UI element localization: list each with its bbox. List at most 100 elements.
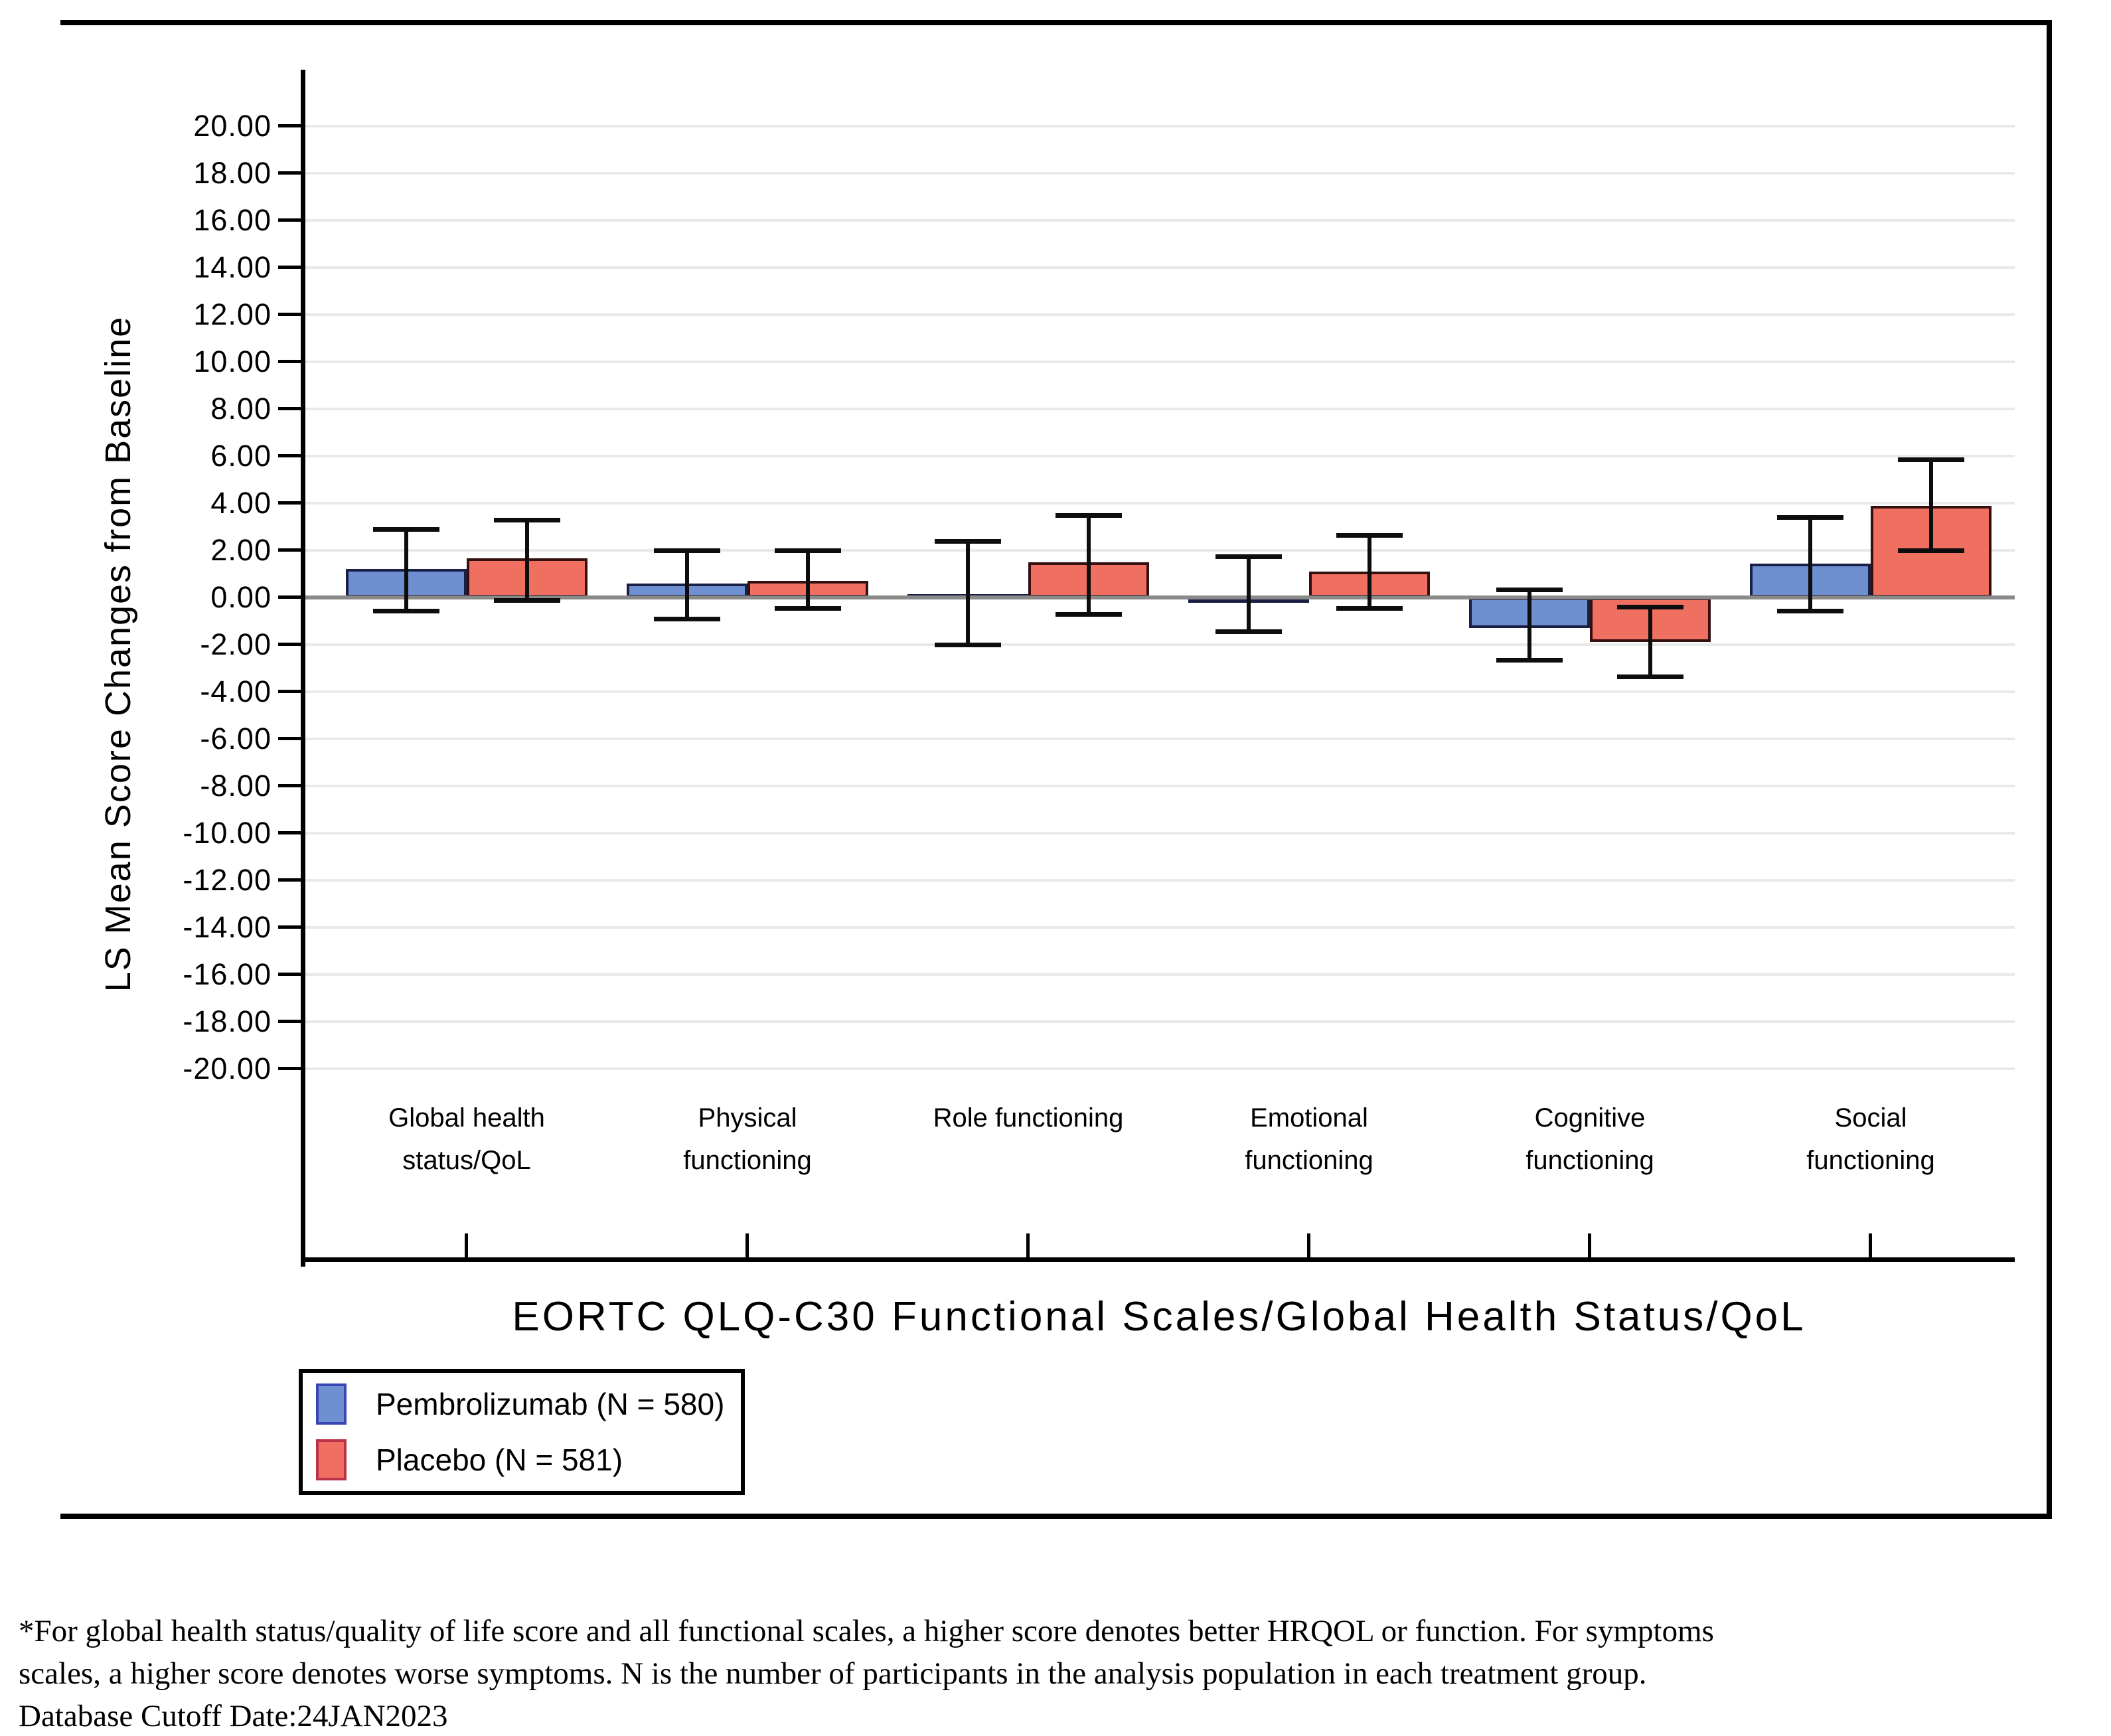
- error-bar-line-pembrolizumab-social-functioning: [1808, 517, 1812, 611]
- gridline: [303, 1067, 2015, 1070]
- gridline: [303, 219, 2015, 222]
- error-bar-cap-bottom-placebo-role-functioning: [1056, 611, 1122, 617]
- y-tick-label: -8.00: [200, 769, 272, 803]
- x-axis-line: [301, 1257, 2015, 1262]
- x-axis-title: EORTC QLQ-C30 Functional Scales/Global H…: [512, 1294, 1806, 1340]
- y-tick-label: -12.00: [183, 863, 272, 897]
- gridline: [303, 502, 2015, 505]
- y-tick-label: -4.00: [200, 674, 272, 708]
- error-bar-line-placebo-social-functioning: [1929, 459, 1933, 550]
- x-axis-tick: [1026, 1233, 1030, 1260]
- y-axis-tick: [278, 360, 303, 363]
- y-axis-tick: [278, 1020, 303, 1023]
- error-bar-cap-top-pembrolizumab-global-health-status-qol: [373, 527, 439, 532]
- gridline: [303, 408, 2015, 410]
- y-axis-tick: [278, 548, 303, 552]
- error-bar-cap-bottom-placebo-emotional-functioning: [1336, 605, 1403, 611]
- error-bar-line-placebo-physical-functioning: [806, 550, 810, 608]
- error-bar-line-pembrolizumab-emotional-functioning: [1247, 556, 1251, 632]
- gridline: [303, 926, 2015, 929]
- error-bar-cap-bottom-pembrolizumab-cognitive-functioning: [1496, 658, 1563, 663]
- x-axis-tick: [1307, 1233, 1310, 1260]
- x-axis-tick: [1588, 1233, 1591, 1260]
- y-tick-label: -16.00: [183, 957, 272, 991]
- y-axis-tick: [278, 266, 303, 269]
- y-tick-label: 0.00: [210, 580, 272, 614]
- gridline: [303, 785, 2015, 787]
- gridline: [303, 125, 2015, 127]
- frame-bottom: [60, 1514, 2052, 1519]
- y-axis-title: LS Mean Score Changes from Baseline: [98, 315, 138, 992]
- gridline: [303, 313, 2015, 316]
- error-bar-cap-top-placebo-global-health-status-qol: [494, 517, 560, 522]
- error-bar-line-placebo-cognitive-functioning: [1648, 607, 1652, 676]
- y-axis-tick: [278, 831, 303, 834]
- gridline: [303, 690, 2015, 693]
- y-tick-label: -6.00: [200, 722, 272, 755]
- gridline: [303, 643, 2015, 646]
- y-axis-tick: [278, 313, 303, 316]
- footnote-line-2: scales, a higher score denotes worse sym…: [19, 1656, 1647, 1691]
- error-bar-cap-bottom-pembrolizumab-role-functioning: [935, 643, 1001, 647]
- x-axis-tick: [745, 1233, 749, 1260]
- y-tick-label: 14.00: [193, 250, 272, 284]
- y-tick-label: -20.00: [183, 1052, 272, 1085]
- legend-item-pembrolizumab: Pembrolizumab (N = 580): [316, 1383, 741, 1425]
- y-axis-line: [301, 70, 305, 1267]
- gridline: [303, 455, 2015, 457]
- error-bar-cap-bottom-pembrolizumab-social-functioning: [1777, 608, 1843, 613]
- y-tick-label: 2.00: [210, 533, 272, 567]
- gridline: [303, 879, 2015, 882]
- y-axis-tick: [278, 595, 303, 599]
- legend-swatch-pembrolizumab-icon: [316, 1383, 347, 1425]
- y-tick-label: 16.00: [193, 203, 272, 237]
- error-bar-cap-top-placebo-role-functioning: [1056, 513, 1122, 518]
- footnote-line-1: *For global health status/quality of lif…: [19, 1614, 1714, 1648]
- y-tick-label: -18.00: [183, 1004, 272, 1038]
- footnote-line-3: Database Cutoff Date:24JAN2023: [19, 1699, 448, 1733]
- legend-swatch-placebo-icon: [316, 1439, 347, 1480]
- y-axis-tick: [278, 218, 303, 222]
- y-axis-tick: [278, 973, 303, 976]
- x-axis-tick: [465, 1233, 468, 1260]
- legend-label-pembrolizumab: Pembrolizumab (N = 580): [376, 1387, 725, 1421]
- y-tick-label: -2.00: [200, 627, 272, 661]
- x-axis-tick: [1869, 1233, 1872, 1260]
- y-axis-tick: [278, 171, 303, 175]
- y-tick-label: -14.00: [183, 910, 272, 944]
- y-axis-tick: [278, 690, 303, 693]
- y-tick-label: -10.00: [183, 816, 272, 850]
- gridline: [303, 172, 2015, 175]
- error-bar-cap-top-pembrolizumab-physical-functioning: [654, 548, 720, 553]
- legend: Pembrolizumab (N = 580) Placebo (N = 581…: [299, 1369, 745, 1495]
- gridline: [303, 1020, 2015, 1023]
- error-bar-cap-top-placebo-emotional-functioning: [1336, 532, 1403, 538]
- y-tick-label: 10.00: [193, 345, 272, 378]
- error-bar-line-pembrolizumab-global-health-status-qol: [404, 529, 408, 611]
- error-bar-cap-top-pembrolizumab-cognitive-functioning: [1496, 587, 1563, 592]
- gridline: [303, 549, 2015, 552]
- y-axis-tick: [278, 925, 303, 929]
- category-label-cognitive-functioning: Cognitive functioning: [1525, 1103, 1654, 1175]
- error-bar-line-pembrolizumab-cognitive-functioning: [1527, 589, 1531, 661]
- error-bar-cap-top-placebo-physical-functioning: [775, 548, 841, 553]
- error-bar-cap-top-placebo-cognitive-functioning: [1617, 605, 1683, 610]
- y-tick-label: 18.00: [193, 156, 272, 190]
- error-bar-cap-top-pembrolizumab-social-functioning: [1777, 515, 1843, 520]
- category-label-physical-functioning: Physical functioning: [683, 1103, 812, 1175]
- frame-top: [60, 20, 2052, 25]
- y-tick-label: 4.00: [210, 486, 272, 520]
- gridline: [303, 738, 2015, 740]
- y-axis-tick: [278, 643, 303, 646]
- error-bar-cap-top-pembrolizumab-role-functioning: [935, 538, 1001, 544]
- error-bar-cap-bottom-placebo-global-health-status-qol: [494, 597, 560, 603]
- error-bar-line-pembrolizumab-physical-functioning: [685, 550, 689, 619]
- error-bar-line-pembrolizumab-role-functioning: [966, 540, 970, 645]
- error-bar-cap-top-placebo-social-functioning: [1898, 457, 1964, 463]
- error-bar-cap-bottom-pembrolizumab-global-health-status-qol: [373, 608, 439, 613]
- y-axis-tick: [278, 784, 303, 787]
- gridline: [303, 266, 2015, 269]
- category-label-global-health-status-qol: Global health status/QoL: [388, 1103, 545, 1175]
- zero-baseline: [303, 595, 2015, 599]
